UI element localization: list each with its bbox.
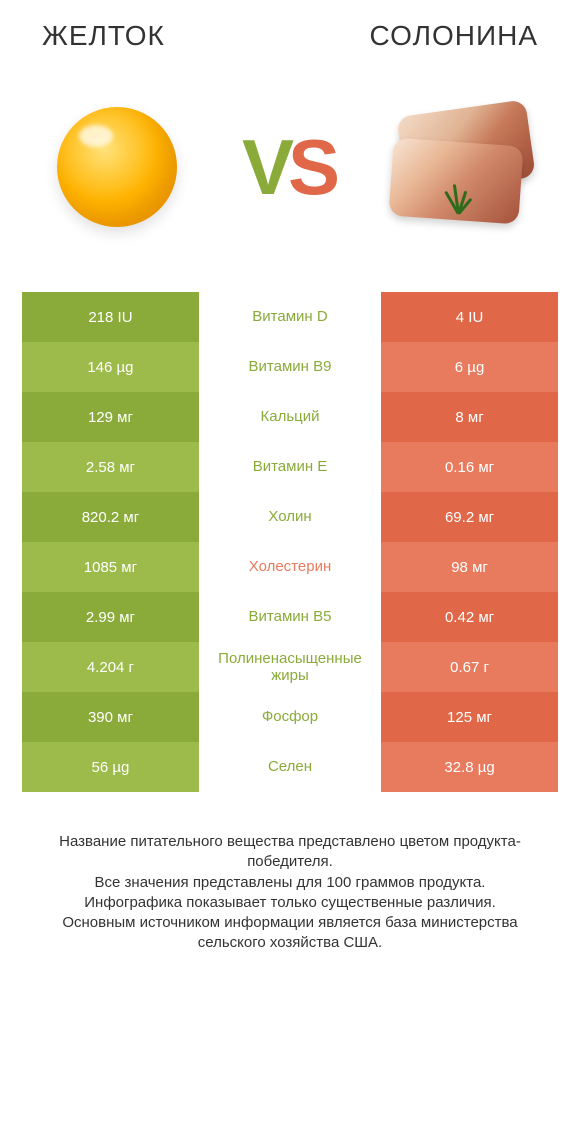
hero-row: VS	[22, 77, 558, 257]
vs-label: VS	[242, 128, 338, 206]
nutrient-name: Фосфор	[199, 692, 381, 742]
footer-line: Инфографика показывает только существенн…	[40, 893, 540, 913]
nutrient-name: Витамин E	[199, 442, 381, 492]
footer-line: Основным источником информации является …	[40, 913, 540, 954]
left-value: 129 мг	[22, 392, 199, 442]
right-value: 0.42 мг	[381, 592, 558, 642]
footer-note: Название питательного вещества представл…	[22, 832, 558, 954]
nutrient-name: Витамин B5	[199, 592, 381, 642]
table-row: 2.99 мгВитамин B50.42 мг	[22, 592, 558, 642]
nutrient-name: Кальций	[199, 392, 381, 442]
right-value: 32.8 µg	[381, 742, 558, 792]
right-value: 0.67 г	[381, 642, 558, 692]
nutrient-name: Витамин B9	[199, 342, 381, 392]
nutrient-name: Селен	[199, 742, 381, 792]
table-row: 218 IUВитамин D4 IU	[22, 292, 558, 342]
comparison-table: 218 IUВитамин D4 IU146 µgВитамин B96 µg1…	[22, 292, 558, 792]
meat-icon	[383, 102, 543, 232]
right-product-image	[378, 92, 548, 242]
right-value: 4 IU	[381, 292, 558, 342]
table-row: 146 µgВитамин B96 µg	[22, 342, 558, 392]
left-value: 146 µg	[22, 342, 199, 392]
left-value: 218 IU	[22, 292, 199, 342]
right-value: 0.16 мг	[381, 442, 558, 492]
table-row: 4.204 гПолиненасыщенные жиры0.67 г	[22, 642, 558, 692]
nutrient-name: Холин	[199, 492, 381, 542]
left-value: 820.2 мг	[22, 492, 199, 542]
left-value: 2.99 мг	[22, 592, 199, 642]
footer-line: Все значения представлены для 100 граммо…	[40, 873, 540, 893]
yolk-icon	[57, 107, 177, 227]
vs-s: S	[288, 128, 338, 206]
vs-v: V	[242, 128, 292, 206]
table-row: 129 мгКальций8 мг	[22, 392, 558, 442]
table-row: 390 мгФосфор125 мг	[22, 692, 558, 742]
nutrient-name: Холестерин	[199, 542, 381, 592]
left-value: 390 мг	[22, 692, 199, 742]
right-value: 69.2 мг	[381, 492, 558, 542]
left-product-image	[32, 92, 202, 242]
right-value: 98 мг	[381, 542, 558, 592]
table-row: 2.58 мгВитамин E0.16 мг	[22, 442, 558, 492]
nutrient-name: Витамин D	[199, 292, 381, 342]
table-row: 56 µgСелен32.8 µg	[22, 742, 558, 792]
left-value: 56 µg	[22, 742, 199, 792]
right-title: СОЛОНИНА	[370, 20, 538, 52]
left-value: 1085 мг	[22, 542, 199, 592]
table-row: 1085 мгХолестерин98 мг	[22, 542, 558, 592]
left-value: 2.58 мг	[22, 442, 199, 492]
nutrient-name: Полиненасыщенные жиры	[199, 642, 381, 692]
right-value: 6 µg	[381, 342, 558, 392]
left-value: 4.204 г	[22, 642, 199, 692]
right-value: 125 мг	[381, 692, 558, 742]
right-value: 8 мг	[381, 392, 558, 442]
table-row: 820.2 мгХолин69.2 мг	[22, 492, 558, 542]
footer-line: Название питательного вещества представл…	[40, 832, 540, 873]
left-title: ЖЕЛТОК	[42, 20, 165, 52]
